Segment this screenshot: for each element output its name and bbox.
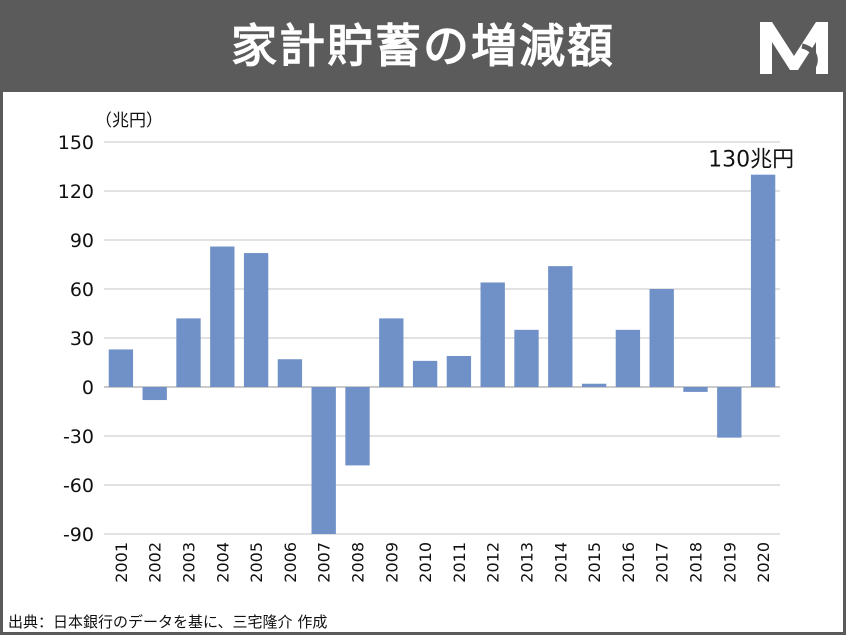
bar-2007 [311, 387, 336, 534]
bar-2015 [581, 383, 607, 387]
y-tick-label: -90 [63, 524, 94, 546]
x-tick-label: 2010 [416, 542, 435, 583]
mr-logo-icon [760, 22, 828, 74]
x-tick-label: 2004 [213, 542, 232, 583]
y-tick-label: 90 [70, 230, 94, 252]
bar-2008 [345, 387, 370, 466]
page-title: 家計貯蓄の増減額 [231, 19, 615, 73]
bar-2006 [277, 359, 303, 387]
y-tick-label: 120 [58, 181, 94, 203]
bar-2011 [446, 355, 472, 387]
y-tick-label: 150 [58, 132, 94, 154]
y-tick-label: 0 [82, 377, 94, 399]
bar-2001 [108, 349, 134, 387]
x-tick-label: 2006 [281, 542, 300, 583]
bar-2004 [210, 246, 235, 387]
y-tick-label: -60 [63, 475, 94, 497]
bar-2003 [176, 318, 201, 387]
x-tick-label: 2019 [720, 542, 739, 583]
bar-2018 [683, 387, 708, 392]
x-axis-ticks: 2001 2002 2003 2004 2005 2006 2007 2008 2009 2010… [112, 542, 773, 583]
x-tick-label: 2018 [687, 542, 706, 583]
x-tick-label: 2005 [247, 542, 266, 583]
x-tick-label: 2011 [450, 542, 469, 583]
y-tick-label: -30 [63, 426, 94, 448]
bar-2005 [243, 253, 269, 387]
gridlines [104, 141, 780, 535]
bar-2010 [412, 360, 438, 387]
x-tick-label: 2013 [518, 542, 537, 583]
bar-2009 [379, 318, 404, 387]
x-tick-label: 2020 [754, 542, 773, 583]
y-axis-unit-label: （兆円） [95, 111, 163, 131]
bar-2014 [548, 266, 573, 387]
bar-2013 [514, 329, 539, 387]
bar-2012 [480, 282, 505, 387]
bars [108, 174, 776, 534]
x-tick-label: 2012 [484, 542, 503, 583]
x-tick-label: 2001 [112, 542, 131, 583]
x-tick-label: 2014 [551, 542, 570, 583]
bar-2017 [649, 289, 674, 387]
x-tick-label: 2009 [382, 542, 401, 583]
x-tick-label: 2016 [619, 542, 638, 583]
x-tick-label: 2002 [146, 542, 165, 583]
y-axis-ticks: 150 120 90 60 30 0 -30 -60 -90 [58, 132, 94, 546]
title-bar: 家計貯蓄の増減額 [0, 0, 846, 92]
x-tick-label: 2003 [180, 542, 199, 583]
x-tick-label: 2015 [585, 542, 604, 583]
bar-2019 [717, 387, 742, 438]
bar-2016 [615, 329, 641, 387]
x-tick-label: 2007 [315, 542, 334, 583]
y-tick-label: 60 [70, 279, 94, 301]
bar-2002 [142, 387, 167, 401]
annotation-label: 130兆円 [708, 148, 794, 173]
x-tick-label: 2017 [653, 542, 672, 583]
x-tick-label: 2008 [349, 542, 368, 583]
y-tick-label: 30 [70, 328, 94, 350]
source-note: 出典：日本銀行のデータを基に、三宅隆介 作成 [8, 613, 328, 631]
bar-2020 [750, 174, 776, 387]
